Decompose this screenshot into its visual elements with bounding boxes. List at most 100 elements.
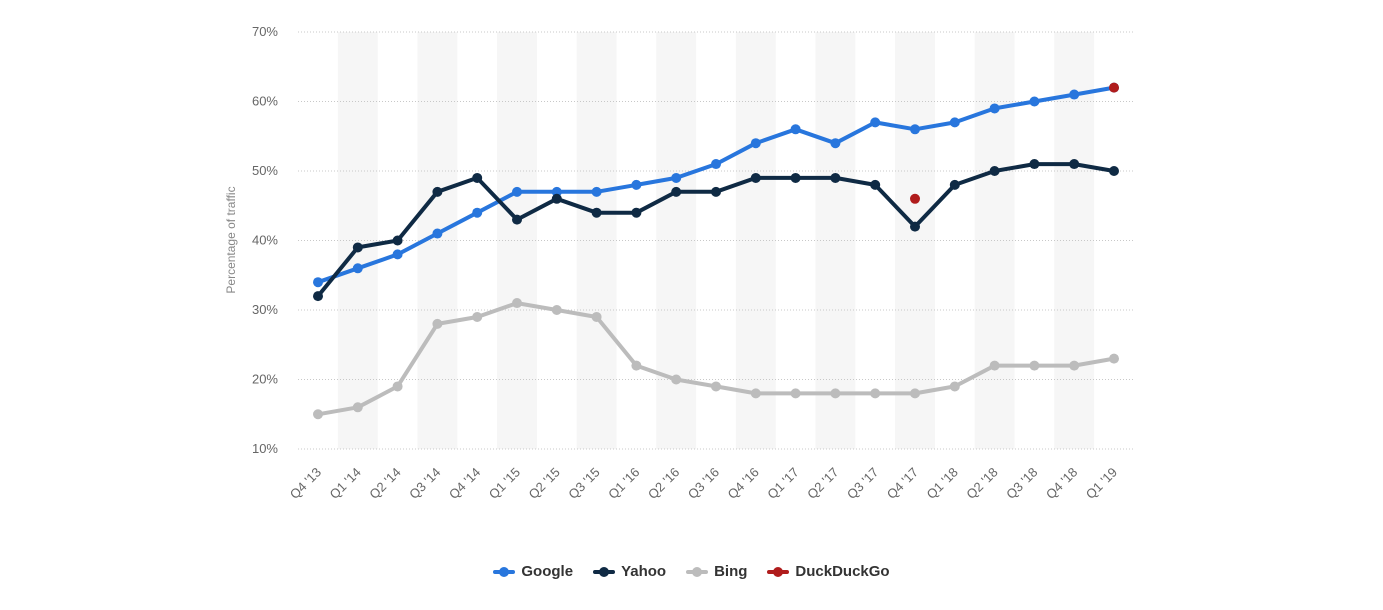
google-point[interactable] xyxy=(1069,89,1080,100)
bing-point[interactable] xyxy=(870,388,881,399)
google-point[interactable] xyxy=(631,179,642,190)
yahoo-point[interactable] xyxy=(432,186,443,197)
x-tick-label: Q1 '19 xyxy=(1083,465,1120,502)
google-point[interactable] xyxy=(711,159,721,170)
bing-point[interactable] xyxy=(1029,360,1040,371)
google-point[interactable] xyxy=(1029,96,1040,107)
x-tick-label: Q3 '14 xyxy=(406,465,443,502)
bing-point[interactable] xyxy=(631,360,642,371)
legend-item-google[interactable]: Google xyxy=(493,563,573,580)
yahoo-point[interactable] xyxy=(472,172,483,183)
bing-point[interactable] xyxy=(790,388,801,399)
yahoo-point[interactable] xyxy=(949,179,960,190)
x-tick-label: Q4 '17 xyxy=(884,465,921,502)
y-tick-label: 40% xyxy=(252,233,278,248)
google-point[interactable] xyxy=(870,117,881,128)
bing-point[interactable] xyxy=(1069,360,1080,371)
google-point[interactable] xyxy=(989,103,1000,114)
legend-swatch xyxy=(493,566,516,577)
y-tick-label: 30% xyxy=(252,302,278,317)
bing-point[interactable] xyxy=(949,381,960,392)
google-point[interactable] xyxy=(512,186,522,197)
yahoo-point[interactable] xyxy=(790,172,801,183)
legend-item-duckduckgo[interactable]: DuckDuckGo xyxy=(767,563,890,580)
yahoo-point[interactable] xyxy=(352,242,363,253)
yahoo-point[interactable] xyxy=(830,172,841,183)
duckduckgo-point[interactable] xyxy=(1109,82,1119,93)
google-point[interactable] xyxy=(392,249,403,260)
google-point[interactable] xyxy=(551,186,562,197)
legend-item-bing[interactable]: Bing xyxy=(686,563,747,580)
y-tick-label: 50% xyxy=(252,163,278,178)
legend-swatch xyxy=(593,566,616,577)
legend-label: Bing xyxy=(714,563,748,580)
yahoo-point[interactable] xyxy=(671,186,682,197)
bing-point[interactable] xyxy=(910,388,920,399)
bing-point[interactable] xyxy=(671,374,682,385)
yahoo-point[interactable] xyxy=(1029,159,1040,170)
y-axis-ticks: 10% 20% 30% 40% 50% 60% 70% xyxy=(252,24,278,456)
google-point[interactable] xyxy=(949,117,960,128)
yahoo-point[interactable] xyxy=(591,207,602,218)
bing-point[interactable] xyxy=(591,311,602,322)
x-tick-label: Q3 '18 xyxy=(1003,465,1040,502)
y-axis-label: Percentage of traffic xyxy=(224,186,238,293)
bing-point[interactable] xyxy=(392,381,403,392)
bing-point[interactable] xyxy=(711,381,721,392)
bing-point[interactable] xyxy=(352,402,363,413)
google-point[interactable] xyxy=(352,263,363,274)
yahoo-point[interactable] xyxy=(313,291,323,302)
bing-point[interactable] xyxy=(472,311,483,322)
x-tick-label: Q2 '14 xyxy=(366,465,403,502)
legend-swatch xyxy=(686,566,709,577)
yahoo-point[interactable] xyxy=(989,166,1000,176)
legend-item-yahoo[interactable]: Yahoo xyxy=(593,563,666,580)
google-point[interactable] xyxy=(472,207,483,218)
x-tick-label: Q3 '16 xyxy=(685,465,722,502)
bing-point[interactable] xyxy=(551,305,562,315)
x-tick-label: Q4 '13 xyxy=(287,465,324,502)
x-tick-label: Q1 '18 xyxy=(924,465,961,502)
yahoo-point[interactable] xyxy=(750,172,761,183)
google-point[interactable] xyxy=(790,124,801,135)
x-tick-label: Q3 '15 xyxy=(565,465,602,502)
x-tick-label: Q1 '17 xyxy=(764,465,801,502)
y-tick-label: 10% xyxy=(252,441,278,456)
bing-point[interactable] xyxy=(313,409,323,420)
series-points xyxy=(313,82,1119,420)
bing-point[interactable] xyxy=(512,298,522,309)
x-tick-label: Q1 '15 xyxy=(486,465,523,502)
yahoo-point[interactable] xyxy=(512,214,522,225)
x-tick-label: Q3 '17 xyxy=(844,465,881,502)
legend-label: Yahoo xyxy=(621,563,667,580)
bing-point[interactable] xyxy=(750,388,761,399)
bing-point[interactable] xyxy=(989,360,1000,371)
yahoo-point[interactable] xyxy=(1109,166,1119,176)
yahoo-point[interactable] xyxy=(631,207,642,218)
band xyxy=(337,32,378,449)
yahoo-point[interactable] xyxy=(392,235,403,246)
legend-swatch xyxy=(767,566,790,577)
line-chart: 10% 20% 30% 40% 50% 60% 70% Percentage of traf… xyxy=(224,24,1135,502)
y-tick-label: 60% xyxy=(252,94,278,109)
bing-point[interactable] xyxy=(432,318,443,329)
google-point[interactable] xyxy=(591,186,602,197)
duckduckgo-point[interactable] xyxy=(910,193,920,204)
yahoo-point[interactable] xyxy=(551,193,562,204)
yahoo-point[interactable] xyxy=(711,186,721,197)
yahoo-point[interactable] xyxy=(870,179,881,190)
google-point[interactable] xyxy=(671,172,682,183)
x-tick-label: Q1 '14 xyxy=(327,465,364,502)
bing-point[interactable] xyxy=(1109,353,1119,364)
google-point[interactable] xyxy=(432,228,443,239)
x-tick-label: Q4 '18 xyxy=(1043,465,1080,502)
yahoo-point[interactable] xyxy=(1069,159,1080,170)
google-point[interactable] xyxy=(910,124,920,135)
google-point[interactable] xyxy=(830,138,841,149)
y-tick-label: 70% xyxy=(252,24,278,39)
google-point[interactable] xyxy=(313,277,323,288)
bing-point[interactable] xyxy=(830,388,841,399)
yahoo-point[interactable] xyxy=(910,221,920,232)
google-point[interactable] xyxy=(750,138,761,149)
x-tick-label: Q2 '18 xyxy=(963,465,1000,502)
